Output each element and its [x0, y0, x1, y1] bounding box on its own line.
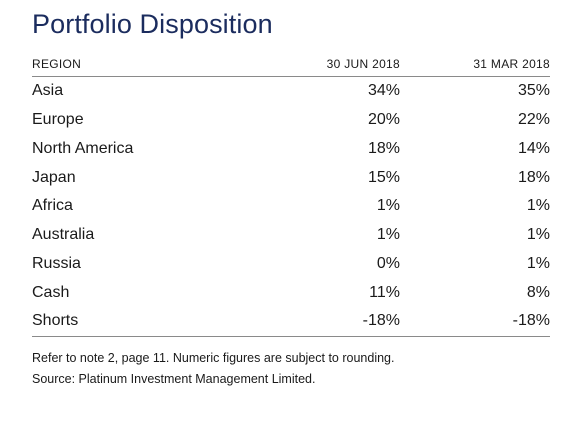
- value-cell-30-jun: 11%: [369, 283, 400, 301]
- value-cell-30-jun: 1%: [376, 226, 400, 244]
- value-cell-31-mar: 1%: [526, 197, 550, 215]
- table-row: Cash 11% 8%: [32, 278, 550, 307]
- disposition-table: REGION 30 JUN 2018 31 MAR 2018 Asia 34% …: [32, 52, 550, 337]
- value-cell-30-jun: 15%: [367, 168, 400, 186]
- region-cell: North America: [32, 139, 134, 157]
- value-cell-31-mar: 1%: [526, 226, 550, 244]
- table-header-row: REGION 30 JUN 2018 31 MAR 2018: [32, 52, 550, 77]
- value-cell-30-jun: 18%: [367, 139, 400, 157]
- column-header-31-mar-2018: 31 MAR 2018: [400, 52, 550, 77]
- footnote-source: Source: Platinum Investment Management L…: [32, 372, 316, 386]
- region-cell: Russia: [32, 254, 81, 272]
- value-cell-31-mar: 14%: [517, 139, 550, 157]
- table-row: Russia 0% 1%: [32, 250, 550, 279]
- value-cell-31-mar: 1%: [526, 254, 550, 272]
- region-cell: Japan: [32, 168, 76, 186]
- table-row: Australia 1% 1%: [32, 221, 550, 250]
- value-cell-31-mar: 35%: [517, 82, 550, 100]
- region-cell: Australia: [32, 226, 95, 244]
- region-cell: Shorts: [32, 307, 292, 337]
- table-row: Africa 1% 1%: [32, 192, 550, 221]
- footnote-rounding: Refer to note 2, page 11. Numeric figure…: [32, 351, 395, 365]
- table-row: Asia 34% 35%: [32, 77, 550, 106]
- table-row: Shorts -18% -18%: [32, 307, 550, 337]
- region-cell: Europe: [32, 111, 84, 129]
- value-cell-31-mar: 22%: [517, 111, 550, 129]
- value-cell-30-jun: -18%: [292, 307, 400, 337]
- region-cell: Africa: [32, 197, 73, 215]
- region-cell: Cash: [32, 283, 70, 301]
- value-cell-31-mar: 18%: [517, 168, 550, 186]
- value-cell-31-mar: -18%: [400, 307, 550, 337]
- table-row: Japan 15% 18%: [32, 163, 550, 192]
- page-title: Portfolio Disposition: [32, 9, 273, 39]
- value-cell-30-jun: 20%: [367, 111, 400, 129]
- value-cell-30-jun: 0%: [376, 254, 400, 272]
- table-row: North America 18% 14%: [32, 135, 550, 164]
- column-header-region: REGION: [32, 52, 292, 77]
- value-cell-30-jun: 34%: [367, 82, 400, 100]
- value-cell-30-jun: 1%: [376, 197, 400, 215]
- column-header-30-jun-2018: 30 JUN 2018: [292, 52, 400, 77]
- table-row: Europe 20% 22%: [32, 106, 550, 135]
- table-footnotes: Refer to note 2, page 11. Numeric figure…: [32, 348, 394, 390]
- region-cell: Asia: [32, 82, 64, 100]
- value-cell-31-mar: 8%: [526, 283, 550, 301]
